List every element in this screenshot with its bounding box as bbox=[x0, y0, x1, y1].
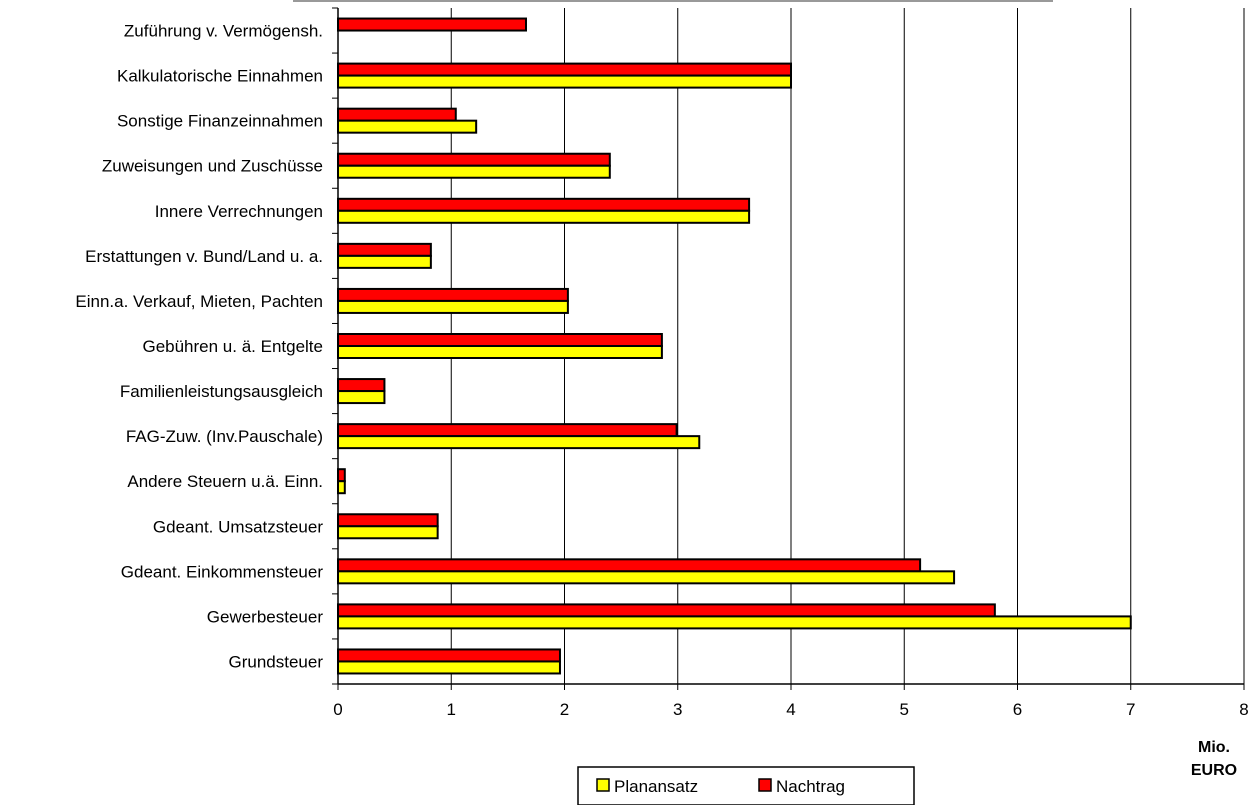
bar-planansatz bbox=[337, 209, 751, 224]
category-label: Gewerbesteuer bbox=[207, 607, 324, 626]
bar-nachtrag bbox=[337, 648, 561, 663]
category-label: Familienleistungsausgleich bbox=[120, 382, 323, 401]
bar-planansatz bbox=[337, 74, 792, 89]
category-label: Andere Steuern u.ä. Einn. bbox=[127, 472, 323, 491]
bar-nachtrag bbox=[337, 242, 432, 257]
category-label: Einn.a. Verkauf, Mieten, Pachten bbox=[75, 292, 323, 311]
bar-planansatz bbox=[337, 480, 346, 495]
category-label: Gebühren u. ä. Entgelte bbox=[142, 337, 323, 356]
bars bbox=[337, 17, 1132, 675]
category-label: FAG-Zuw. (Inv.Pauschale) bbox=[126, 427, 323, 446]
legend-label-nachtrag: Nachtrag bbox=[776, 777, 845, 796]
bar-planansatz bbox=[337, 525, 439, 540]
tick-labels: 0 1 2 3 4 5 6 7 8 bbox=[333, 700, 1248, 719]
bar-planansatz bbox=[337, 299, 569, 314]
legend-swatch-nachtrag bbox=[758, 778, 772, 792]
x-tick-label-5: 5 bbox=[900, 700, 909, 719]
category-label: Gdeant. Einkommensteuer bbox=[121, 562, 324, 581]
bar-planansatz bbox=[337, 164, 611, 179]
x-tick-label-3: 3 bbox=[673, 700, 682, 719]
x-tick-label-7: 7 bbox=[1126, 700, 1135, 719]
x-tick-label-6: 6 bbox=[1013, 700, 1022, 719]
bar-nachtrag bbox=[337, 62, 792, 77]
bar-planansatz bbox=[337, 254, 432, 269]
bar-planansatz bbox=[337, 345, 663, 359]
legend-swatch-planansatz bbox=[596, 778, 610, 792]
axes bbox=[332, 7, 1245, 690]
bar-nachtrag bbox=[337, 378, 386, 393]
category-label: Kalkulatorische Einnahmen bbox=[117, 67, 323, 86]
bar-nachtrag bbox=[337, 152, 611, 167]
category-label: Innere Verrechnungen bbox=[155, 202, 323, 221]
bar-nachtrag bbox=[337, 558, 922, 573]
bar-planansatz bbox=[337, 570, 956, 585]
bar-nachtrag bbox=[337, 17, 527, 32]
category-label: Grundsteuer bbox=[229, 652, 324, 671]
bar-nachtrag bbox=[337, 603, 996, 618]
legend-label-planansatz: Planansatz bbox=[614, 777, 698, 796]
bar-nachtrag bbox=[337, 468, 346, 483]
x-tick-label-1: 1 bbox=[447, 700, 456, 719]
bar-nachtrag bbox=[337, 107, 457, 122]
bar-nachtrag bbox=[337, 513, 439, 528]
bar-planansatz bbox=[337, 615, 1132, 630]
bar-nachtrag bbox=[337, 423, 678, 438]
x-tick-label-4: 4 bbox=[786, 700, 795, 719]
unit-label-line-2: EURO bbox=[1191, 762, 1237, 779]
bar-nachtrag bbox=[337, 287, 569, 302]
bar-nachtrag bbox=[337, 333, 663, 347]
legend: Planansatz Nachtrag bbox=[577, 766, 915, 805]
legend-frame bbox=[577, 766, 915, 805]
bar-nachtrag bbox=[337, 197, 751, 212]
category-labels: Zuführung v. Vermögensh. Kalkulatorische … bbox=[75, 22, 323, 672]
category-label: Zuführung v. Vermögensh. bbox=[124, 22, 323, 41]
bar-planansatz bbox=[337, 660, 561, 675]
category-label: Gdeant. Umsatzsteuer bbox=[153, 517, 323, 536]
x-tick-label-2: 2 bbox=[560, 700, 569, 719]
bar-planansatz bbox=[337, 119, 478, 134]
x-tick-label-0: 0 bbox=[333, 700, 342, 719]
category-label: Zuweisungen und Zuschüsse bbox=[102, 157, 323, 176]
category-label: Erstattungen v. Bund/Land u. a. bbox=[85, 247, 323, 266]
bar-planansatz bbox=[337, 435, 701, 450]
x-tick-label-8: 8 bbox=[1239, 700, 1248, 719]
category-label: Sonstige Finanzeinnahmen bbox=[117, 112, 323, 131]
bar-planansatz bbox=[337, 390, 386, 405]
unit-label-line-1: Mio. bbox=[1198, 739, 1230, 756]
